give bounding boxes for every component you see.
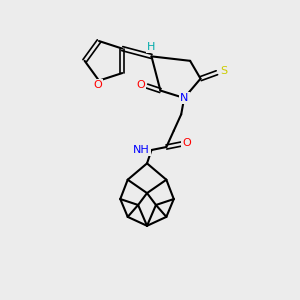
Text: NH: NH (133, 145, 149, 155)
Text: S: S (220, 66, 227, 76)
Text: NH: NH (133, 145, 149, 155)
Text: H: H (147, 42, 156, 52)
Text: O: O (136, 80, 145, 90)
Text: S: S (220, 66, 227, 76)
Text: O: O (183, 138, 191, 148)
Text: N: N (180, 93, 188, 103)
Text: O: O (183, 138, 191, 148)
Text: H: H (147, 42, 156, 52)
Text: O: O (93, 80, 102, 90)
Text: N: N (180, 93, 188, 103)
Text: O: O (93, 80, 102, 90)
Text: O: O (136, 80, 145, 90)
